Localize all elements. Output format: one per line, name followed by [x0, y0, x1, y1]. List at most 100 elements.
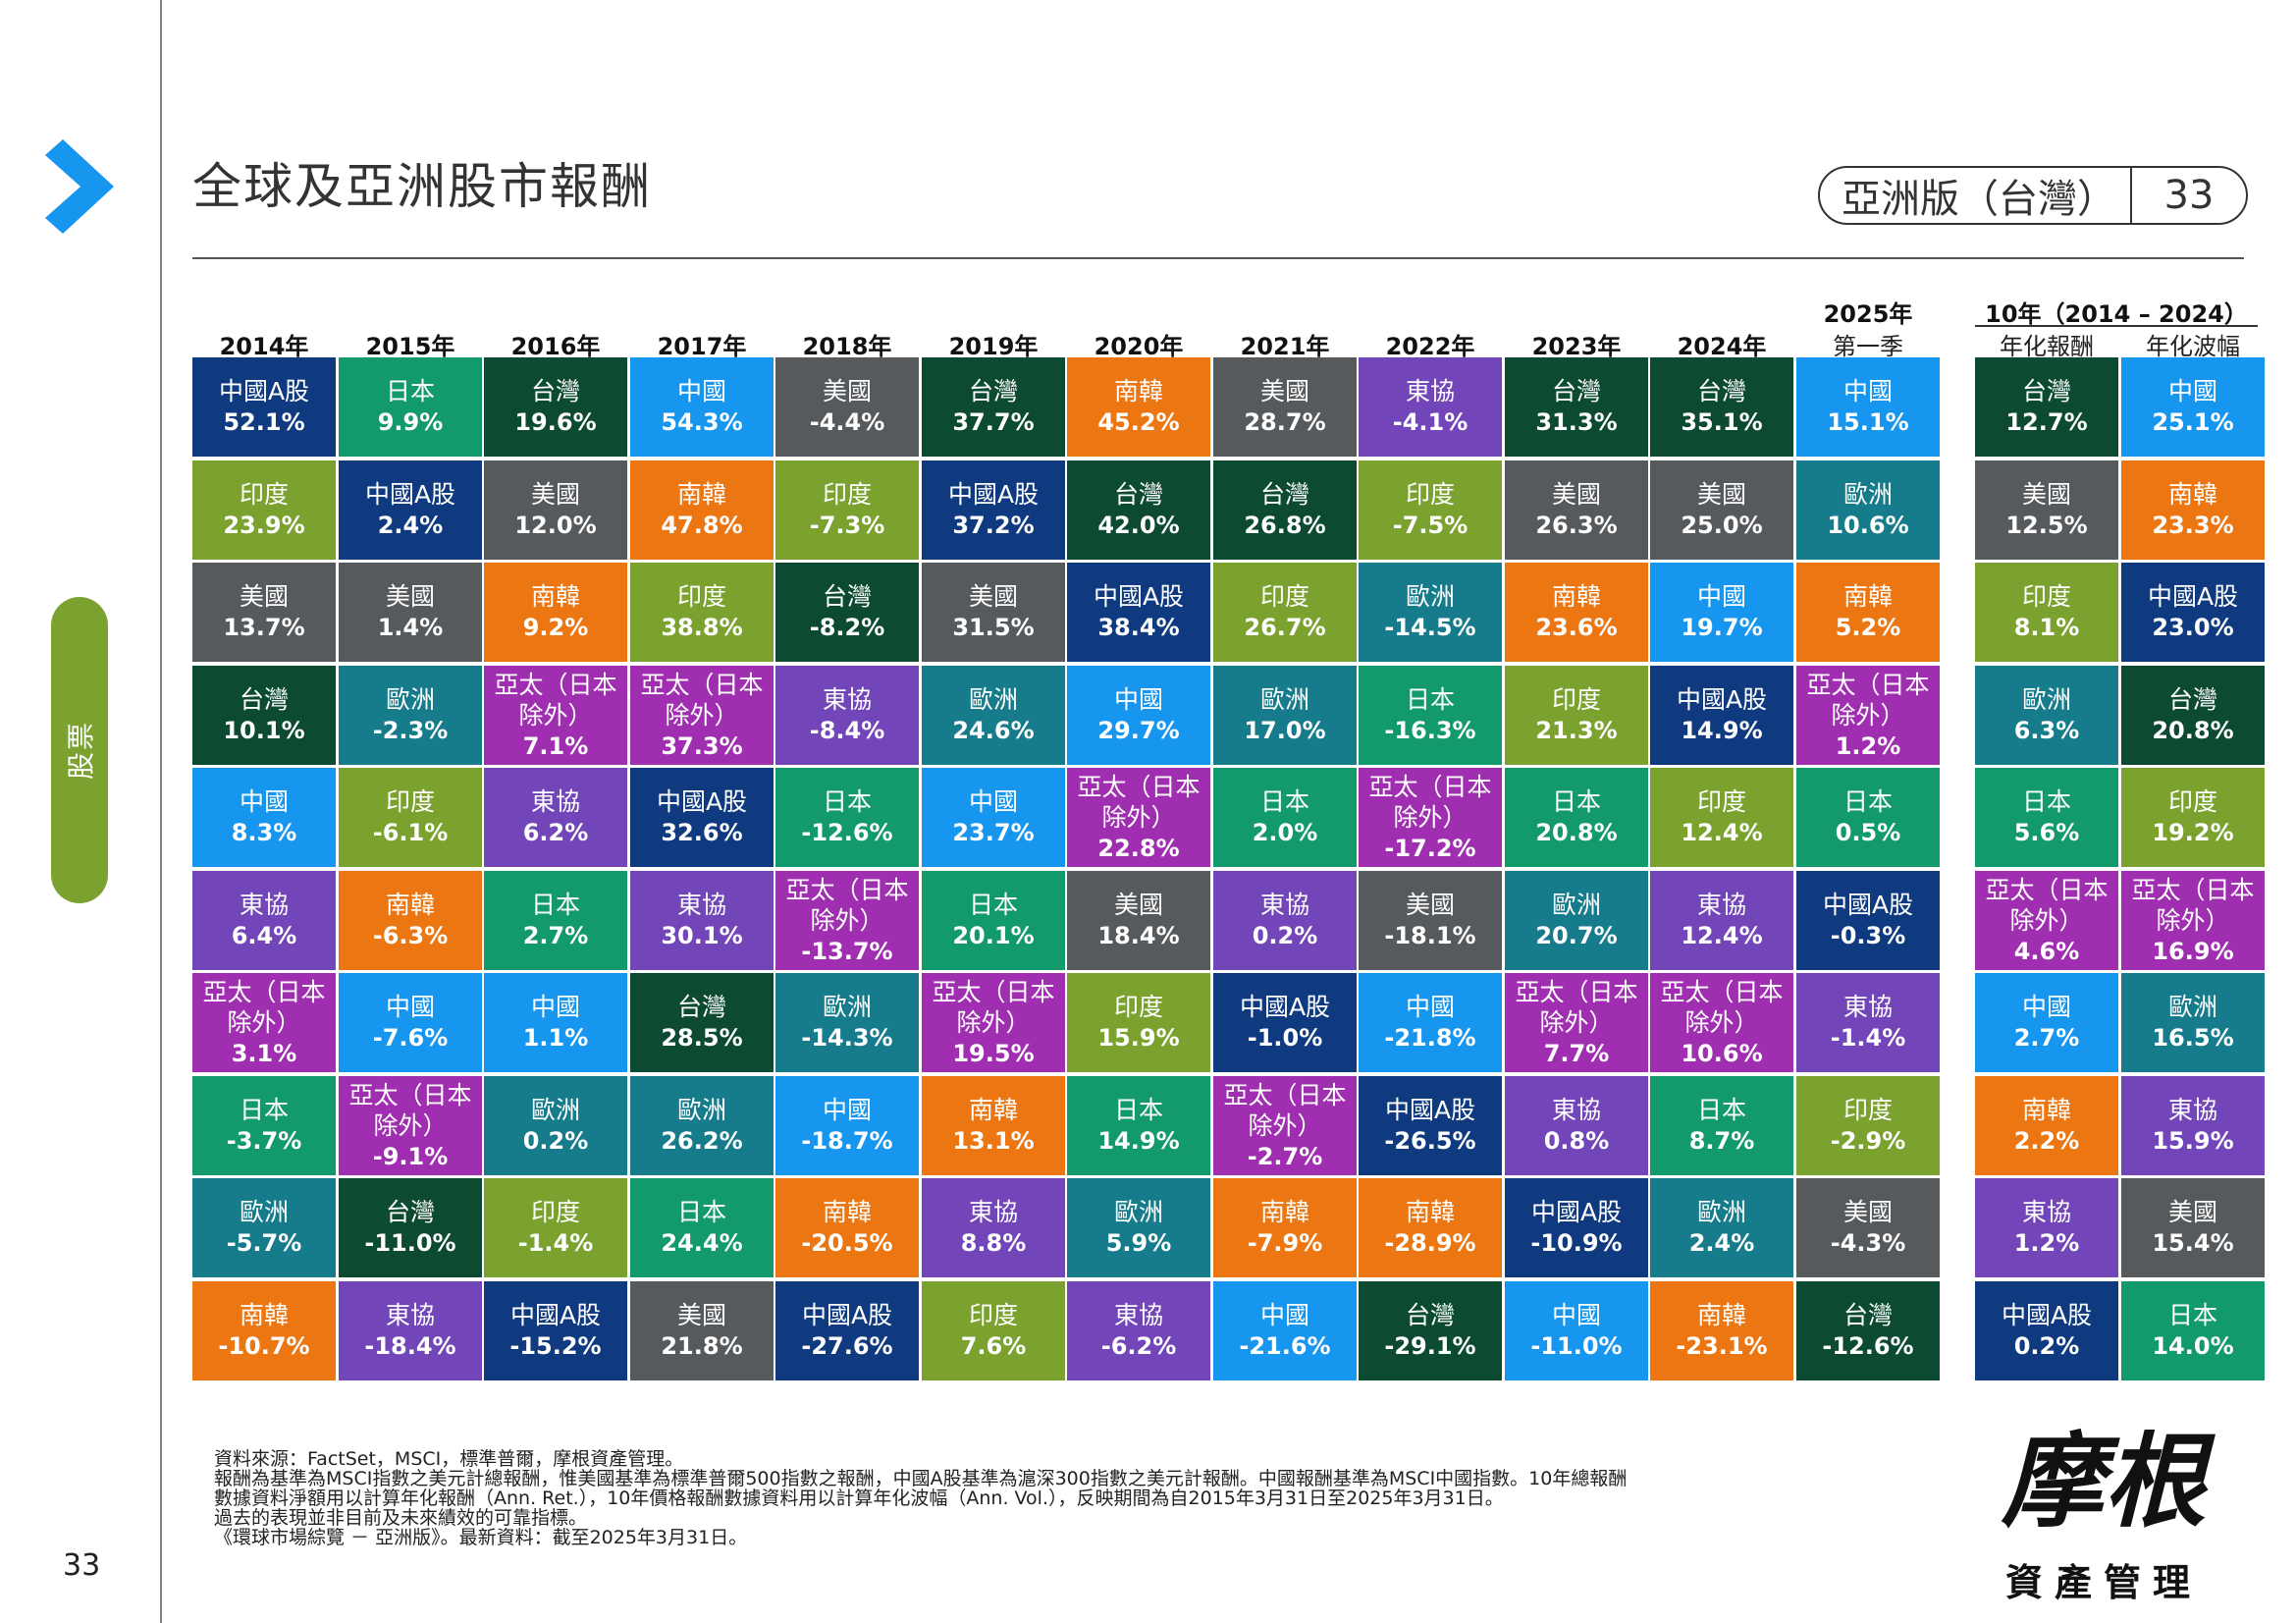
- cell-value-label: -1.0%: [1247, 1024, 1323, 1052]
- cell-value-label: 12.7%: [2005, 408, 2088, 436]
- page-title: 全球及亞洲股市報酬: [192, 158, 652, 215]
- cell-market-label: 台灣: [530, 377, 580, 406]
- cell-market-label: 亞太（日本除外）: [932, 977, 1055, 1037]
- cell-market-label: 日本: [1113, 1096, 1163, 1124]
- cell-market-label: 歐洲: [239, 1198, 289, 1226]
- cell-market-label: 美國: [1696, 480, 1746, 509]
- table-cell: 台灣 10.1%: [192, 666, 336, 765]
- table-cell: 美國 26.3%: [1505, 460, 1648, 560]
- table-cell: 歐洲 16.5%: [2121, 973, 2265, 1072]
- table-cell: 南韓 -20.5%: [775, 1178, 919, 1277]
- table-cell: 印度 19.2%: [2121, 768, 2265, 867]
- cell-market-label: 亞太（日本除外）: [1515, 977, 1638, 1037]
- column-header-metric: 年化波幅: [2146, 333, 2240, 360]
- table-cell: 歐洲 26.2%: [630, 1076, 774, 1175]
- cell-value-label: -14.3%: [801, 1024, 893, 1052]
- table-cell: 中國A股 -1.0%: [1213, 973, 1357, 1072]
- cell-market-label: 日本: [1842, 787, 1893, 816]
- table-cell: 印度 21.3%: [1505, 666, 1648, 765]
- cell-market-label: 歐洲: [2167, 993, 2217, 1021]
- cell-market-label: 日本: [1696, 1096, 1746, 1124]
- cell-market-label: 中國A股: [218, 377, 310, 406]
- table-cell: 中國A股 -10.9%: [1505, 1178, 1648, 1277]
- cell-value-label: 6.4%: [231, 922, 297, 949]
- cell-value-label: 16.5%: [2152, 1024, 2234, 1052]
- cell-market-label: 中國A股: [656, 787, 748, 816]
- cell-value-label: 7.6%: [960, 1332, 1027, 1360]
- cell-value-label: 32.6%: [661, 819, 743, 846]
- cell-value-label: -7.6%: [372, 1024, 449, 1052]
- cell-value-label: 28.7%: [1244, 408, 1326, 436]
- cell-market-label: 台灣: [1405, 1301, 1455, 1329]
- cell-value-label: 13.7%: [223, 614, 305, 641]
- cell-market-label: 日本: [2021, 787, 2071, 816]
- cell-market-label: 東協: [1842, 993, 1893, 1021]
- table-cell: 歐洲 17.0%: [1213, 666, 1357, 765]
- cell-value-label: -6.1%: [372, 819, 449, 846]
- table-cell: 中國A股 -26.5%: [1359, 1076, 1502, 1175]
- table-cell: 歐洲 -5.7%: [192, 1178, 336, 1277]
- table-cell: 東協 12.4%: [1650, 871, 1793, 970]
- cell-market-label: 中國A股: [1822, 891, 1914, 919]
- section-tab-label: 股票: [65, 720, 97, 781]
- cell-market-label: 亞太（日本除外）: [202, 977, 326, 1037]
- table-cell: 台灣 -8.2%: [775, 563, 919, 662]
- column-header-year: 2017年: [657, 333, 747, 360]
- cell-market-label: 中國A股: [2147, 582, 2239, 611]
- cell-market-label: 南韓: [530, 582, 580, 611]
- logo-subtitle: 資產管理: [2005, 1561, 2202, 1604]
- table-cell: 美國 -4.3%: [1796, 1178, 1940, 1277]
- cell-value-label: 26.2%: [661, 1127, 743, 1155]
- edition-label: 亞洲版（台灣）: [1842, 177, 2116, 222]
- cell-market-label: 南韓: [2021, 1096, 2071, 1124]
- table-cell: 亞太（日本除外） -13.7%: [775, 871, 919, 970]
- cell-value-label: 12.0%: [514, 512, 597, 539]
- cell-market-label: 中國: [822, 1096, 872, 1124]
- table-cell: 亞太（日本除外） 7.1%: [484, 666, 627, 765]
- cell-value-label: -5.7%: [226, 1229, 302, 1257]
- cell-market-label: 中國: [239, 787, 289, 816]
- cell-market-label: 美國: [385, 582, 435, 611]
- table-cell: 印度 -7.3%: [775, 460, 919, 560]
- table-cell: 南韓 -6.3%: [339, 871, 482, 970]
- cell-market-label: 美國: [676, 1301, 726, 1329]
- table-cell: 中國 2.7%: [1975, 973, 2118, 1072]
- cell-value-label: -4.1%: [1392, 408, 1468, 436]
- cell-value-label: -17.2%: [1384, 834, 1476, 862]
- cell-market-label: 印度: [2021, 582, 2071, 611]
- cell-value-label: 1.2%: [2013, 1229, 2080, 1257]
- cell-value-label: 47.8%: [661, 512, 743, 539]
- table-cell: 東協 15.9%: [2121, 1076, 2265, 1175]
- cell-value-label: 26.7%: [1244, 614, 1326, 641]
- cell-value-label: 30.1%: [661, 922, 743, 949]
- cell-value-label: 7.7%: [1543, 1039, 1610, 1067]
- chevron-right-icon: [45, 139, 114, 234]
- cell-market-label: 中國A股: [2001, 1301, 2093, 1329]
- cell-market-label: 東協: [2021, 1198, 2071, 1226]
- table-cell: 南韓 23.3%: [2121, 460, 2265, 560]
- section-tab[interactable]: 股票: [51, 597, 108, 903]
- cell-value-label: -11.0%: [1530, 1332, 1623, 1360]
- cell-value-label: 20.8%: [1535, 819, 1618, 846]
- cell-market-label: 東協: [1551, 1096, 1601, 1124]
- cell-value-label: 25.1%: [2152, 408, 2234, 436]
- cell-market-label: 台灣: [2021, 377, 2071, 406]
- table-cell: 台灣 37.7%: [922, 357, 1065, 457]
- cell-value-label: 14.9%: [1097, 1127, 1180, 1155]
- table-cell: 印度 -1.4%: [484, 1178, 627, 1277]
- cell-value-label: 15.1%: [1827, 408, 1909, 436]
- table-cell: 亞太（日本除外） 7.7%: [1505, 973, 1648, 1072]
- column-header-year: 2015年: [365, 333, 455, 360]
- table-cell: 印度 38.8%: [630, 563, 774, 662]
- cell-value-label: -21.8%: [1384, 1024, 1476, 1052]
- table-cell: 歐洲 10.6%: [1796, 460, 1940, 560]
- cell-market-label: 美國: [2021, 480, 2071, 509]
- cell-market-label: 台灣: [239, 685, 289, 714]
- table-cell: 歐洲 0.2%: [484, 1076, 627, 1175]
- column-header-year: 2023年: [1531, 333, 1622, 360]
- cell-market-label: 美國: [822, 377, 872, 406]
- cell-market-label: 中國A股: [1384, 1096, 1476, 1124]
- cell-market-label: 南韓: [968, 1096, 1018, 1124]
- cell-market-label: 印度: [968, 1301, 1018, 1329]
- cell-value-label: -2.3%: [372, 717, 449, 744]
